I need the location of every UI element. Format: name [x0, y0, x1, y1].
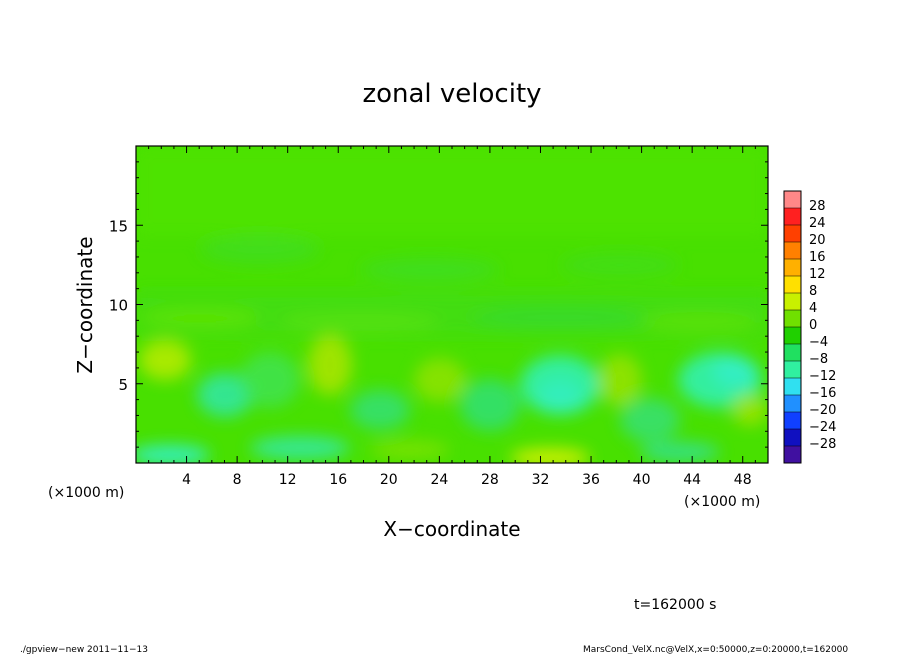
colorbar-label: 4 [809, 301, 817, 316]
x-tick-label: 48 [734, 472, 752, 488]
colorbar-swatch [784, 208, 801, 226]
y-tick-label: 10 [109, 297, 128, 315]
colorbar-label: 12 [809, 267, 826, 282]
x-axis: 4 8 12 16 20 24 28 32 36 40 44 48 [148, 146, 756, 488]
colorbar-label: −16 [809, 386, 836, 401]
colorbar-label: −4 [809, 335, 828, 350]
x-tick-label: 24 [430, 472, 448, 488]
x-tick-label: 28 [481, 472, 499, 488]
x-tick-label: 20 [380, 472, 398, 488]
footer-left: ./gpview−new 2011−11−13 [20, 645, 148, 654]
colorbar-label: −28 [809, 437, 836, 452]
x-tick-label: 32 [532, 472, 550, 488]
colorbar-swatch [784, 395, 801, 413]
colorbar-swatch [784, 429, 801, 447]
y-axis-label: Z−coordinate [73, 236, 97, 373]
colorbar-label: 16 [809, 250, 826, 265]
colorbar-swatch [784, 225, 801, 243]
colorbar-swatch [784, 310, 801, 328]
x-unit-right: (×1000 m) [684, 494, 760, 510]
colorbar-swatch [784, 242, 801, 260]
colorbar-swatch [784, 378, 801, 396]
colorbar-swatch [784, 412, 801, 430]
colorbar-label: 20 [809, 233, 826, 248]
x-unit-left: (×1000 m) [48, 485, 124, 501]
colorbar-swatch [784, 344, 801, 362]
footer-right: MarsCond_VelX.nc@VelX,x=0:50000,z=0:2000… [583, 645, 848, 654]
x-tick-label: 16 [329, 472, 347, 488]
x-tick-label: 40 [633, 472, 651, 488]
colorbar-label: 8 [809, 284, 817, 299]
colorbar-label: −24 [809, 420, 836, 435]
colorbar-label: −8 [809, 352, 828, 367]
velocity-field [136, 146, 768, 463]
time-label: t=162000 s [634, 597, 716, 613]
x-tick-label: 12 [279, 472, 297, 488]
x-axis-label: X−coordinate [383, 517, 520, 541]
colorbar-label: −20 [809, 403, 836, 418]
colorbar-swatch [784, 191, 801, 209]
y-tick-label: 15 [109, 217, 128, 235]
colorbar-label: 24 [809, 216, 826, 231]
colorbar-swatch [784, 361, 801, 379]
y-axis: 5 10 15 [109, 161, 768, 448]
colorbar-swatch [784, 276, 801, 294]
colorbar-label: 28 [809, 199, 826, 214]
x-tick-label: 8 [233, 472, 242, 488]
colorbar-swatch [784, 293, 801, 311]
colorbar-swatch [784, 446, 801, 464]
x-tick-label: 4 [182, 472, 191, 488]
colorbar-label: −12 [809, 369, 836, 384]
x-tick-label: 36 [582, 472, 600, 488]
colorbar-swatch [784, 259, 801, 277]
x-tick-label: 44 [683, 472, 701, 488]
chart-title: zonal velocity [362, 79, 541, 109]
y-tick-label: 5 [118, 376, 128, 394]
colorbar-label: 0 [809, 318, 817, 333]
colorbar: 28 24 20 16 12 8 4 0 −4 −8 −12 −16 −20 −24 −28 [783, 190, 836, 464]
colorbar-swatch [784, 327, 801, 345]
